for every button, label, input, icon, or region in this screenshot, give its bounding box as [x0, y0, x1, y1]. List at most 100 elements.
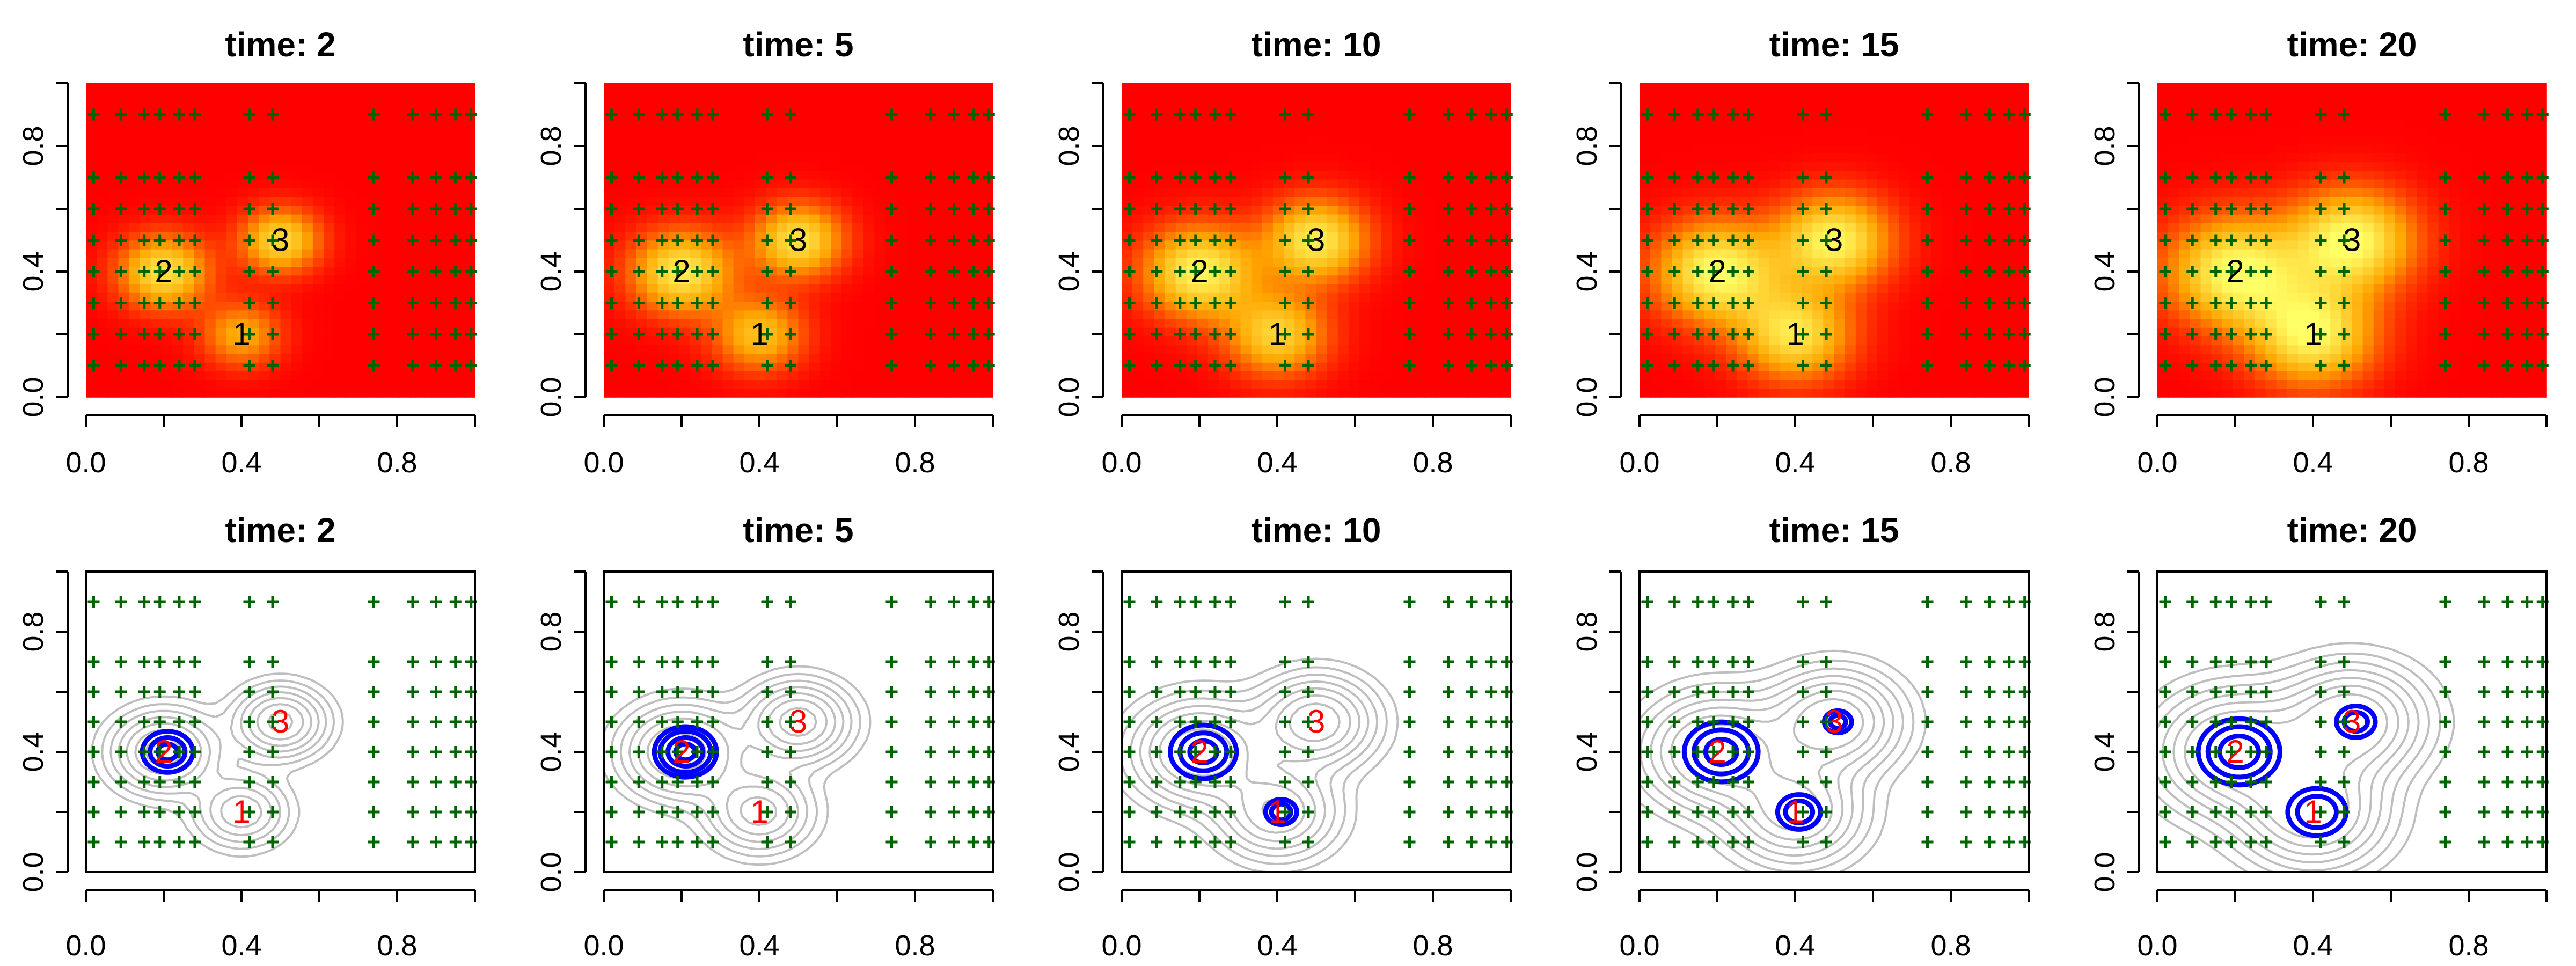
heat-cell	[1316, 318, 1328, 328]
heat-cell	[1953, 336, 1964, 346]
heat-cell	[679, 179, 691, 188]
heat-cell	[1294, 196, 1306, 206]
heat-cell	[1402, 100, 1414, 110]
heat-cell	[625, 100, 637, 110]
heat-cell	[1899, 310, 1911, 319]
sensor-marker	[115, 203, 127, 215]
heat-cell	[614, 292, 626, 302]
heat-cell	[1359, 301, 1371, 311]
heat-cell	[830, 153, 842, 163]
heat-cell	[377, 379, 389, 389]
heat-cell	[1909, 223, 1921, 232]
heat-cell	[107, 292, 119, 302]
heat-cell	[1489, 248, 1501, 258]
heat-cell	[917, 345, 928, 354]
heat-cell	[107, 318, 119, 328]
heat-cell	[1284, 144, 1296, 153]
heat-cell	[1230, 83, 1241, 93]
heat-cell	[1888, 318, 1900, 328]
heat-cell	[1693, 379, 1705, 389]
heat-cell	[1888, 258, 1900, 267]
heat-cell	[1899, 231, 1911, 241]
heat-cell	[129, 179, 141, 188]
heat-cell	[356, 336, 368, 346]
heat-cell	[1834, 362, 1846, 372]
heat-cell	[1143, 135, 1155, 145]
heat-cell	[874, 144, 885, 153]
heat-cell	[798, 109, 810, 119]
heat-cell	[86, 353, 97, 363]
heat-cell	[1175, 223, 1187, 232]
heat-cell	[1413, 388, 1425, 398]
heat-cell	[819, 318, 831, 328]
heat-cell	[809, 240, 821, 250]
heat-cell	[1219, 283, 1231, 293]
heat-cell	[345, 240, 357, 250]
heat-cell	[1240, 371, 1252, 380]
heat-cell	[1866, 283, 1878, 293]
heat-cell	[1661, 275, 1673, 284]
heat-cell	[86, 196, 97, 206]
heat-cell	[1305, 162, 1317, 171]
sensor-marker	[449, 266, 462, 277]
heat-cell	[1812, 240, 1824, 250]
heat-cell	[334, 127, 346, 136]
heat-cell	[118, 318, 130, 328]
heat-cell	[604, 179, 615, 188]
heat-cell	[895, 214, 907, 223]
heat-cell	[647, 83, 658, 93]
heat-cell	[733, 310, 745, 319]
heat-cell	[1823, 318, 1835, 328]
sensor-marker	[243, 360, 255, 372]
heat-cell	[777, 196, 788, 206]
heat-cell	[647, 371, 658, 380]
x-tick-label: 0.0	[583, 447, 624, 479]
heat-cell	[777, 144, 788, 153]
heat-cell	[895, 153, 907, 163]
heat-cell	[1489, 318, 1501, 328]
heat-cell	[1758, 231, 1770, 241]
heat-cell	[421, 248, 433, 258]
heat-cell	[464, 345, 475, 354]
heat-cell	[679, 258, 691, 267]
heat-cell	[453, 162, 465, 171]
heat-cell	[248, 231, 260, 241]
heat-cell	[204, 100, 216, 110]
heat-cell	[852, 196, 864, 206]
heat-cell	[259, 231, 270, 241]
heat-cell	[1208, 371, 1220, 380]
heat-cell	[269, 283, 281, 293]
heat-cell	[928, 135, 940, 145]
heat-cell	[1424, 135, 1436, 145]
heat-cell	[625, 292, 637, 302]
heat-cell	[324, 345, 335, 354]
heat-cell	[269, 153, 281, 163]
heat-cell	[809, 258, 821, 267]
heat-cell	[874, 353, 885, 363]
heat-cell	[1294, 144, 1306, 153]
heat-cell	[625, 318, 637, 328]
heat-cell	[830, 162, 842, 171]
heat-cell	[150, 83, 162, 93]
heat-cell	[906, 388, 918, 398]
heat-cell	[183, 231, 195, 241]
heat-cell	[1284, 223, 1296, 232]
heat-cell	[1402, 214, 1414, 223]
heat-cell	[1316, 135, 1328, 145]
heat-cell	[1899, 379, 1911, 389]
heat-cell	[226, 318, 238, 328]
heat-cell	[1650, 371, 1662, 380]
heat-cell	[118, 144, 130, 153]
heat-cell	[712, 310, 723, 319]
heat-cell	[1132, 353, 1144, 363]
heat-cell	[1316, 144, 1328, 153]
heat-cell	[86, 144, 97, 153]
heat-cell	[464, 144, 475, 153]
heat-cell	[798, 170, 810, 180]
heat-cell	[1132, 196, 1144, 206]
heat-cell	[302, 292, 313, 302]
heat-cell	[1219, 92, 1231, 101]
heat-cell	[690, 92, 702, 101]
heat-cell	[874, 327, 885, 337]
heat-cell	[1812, 292, 1824, 302]
